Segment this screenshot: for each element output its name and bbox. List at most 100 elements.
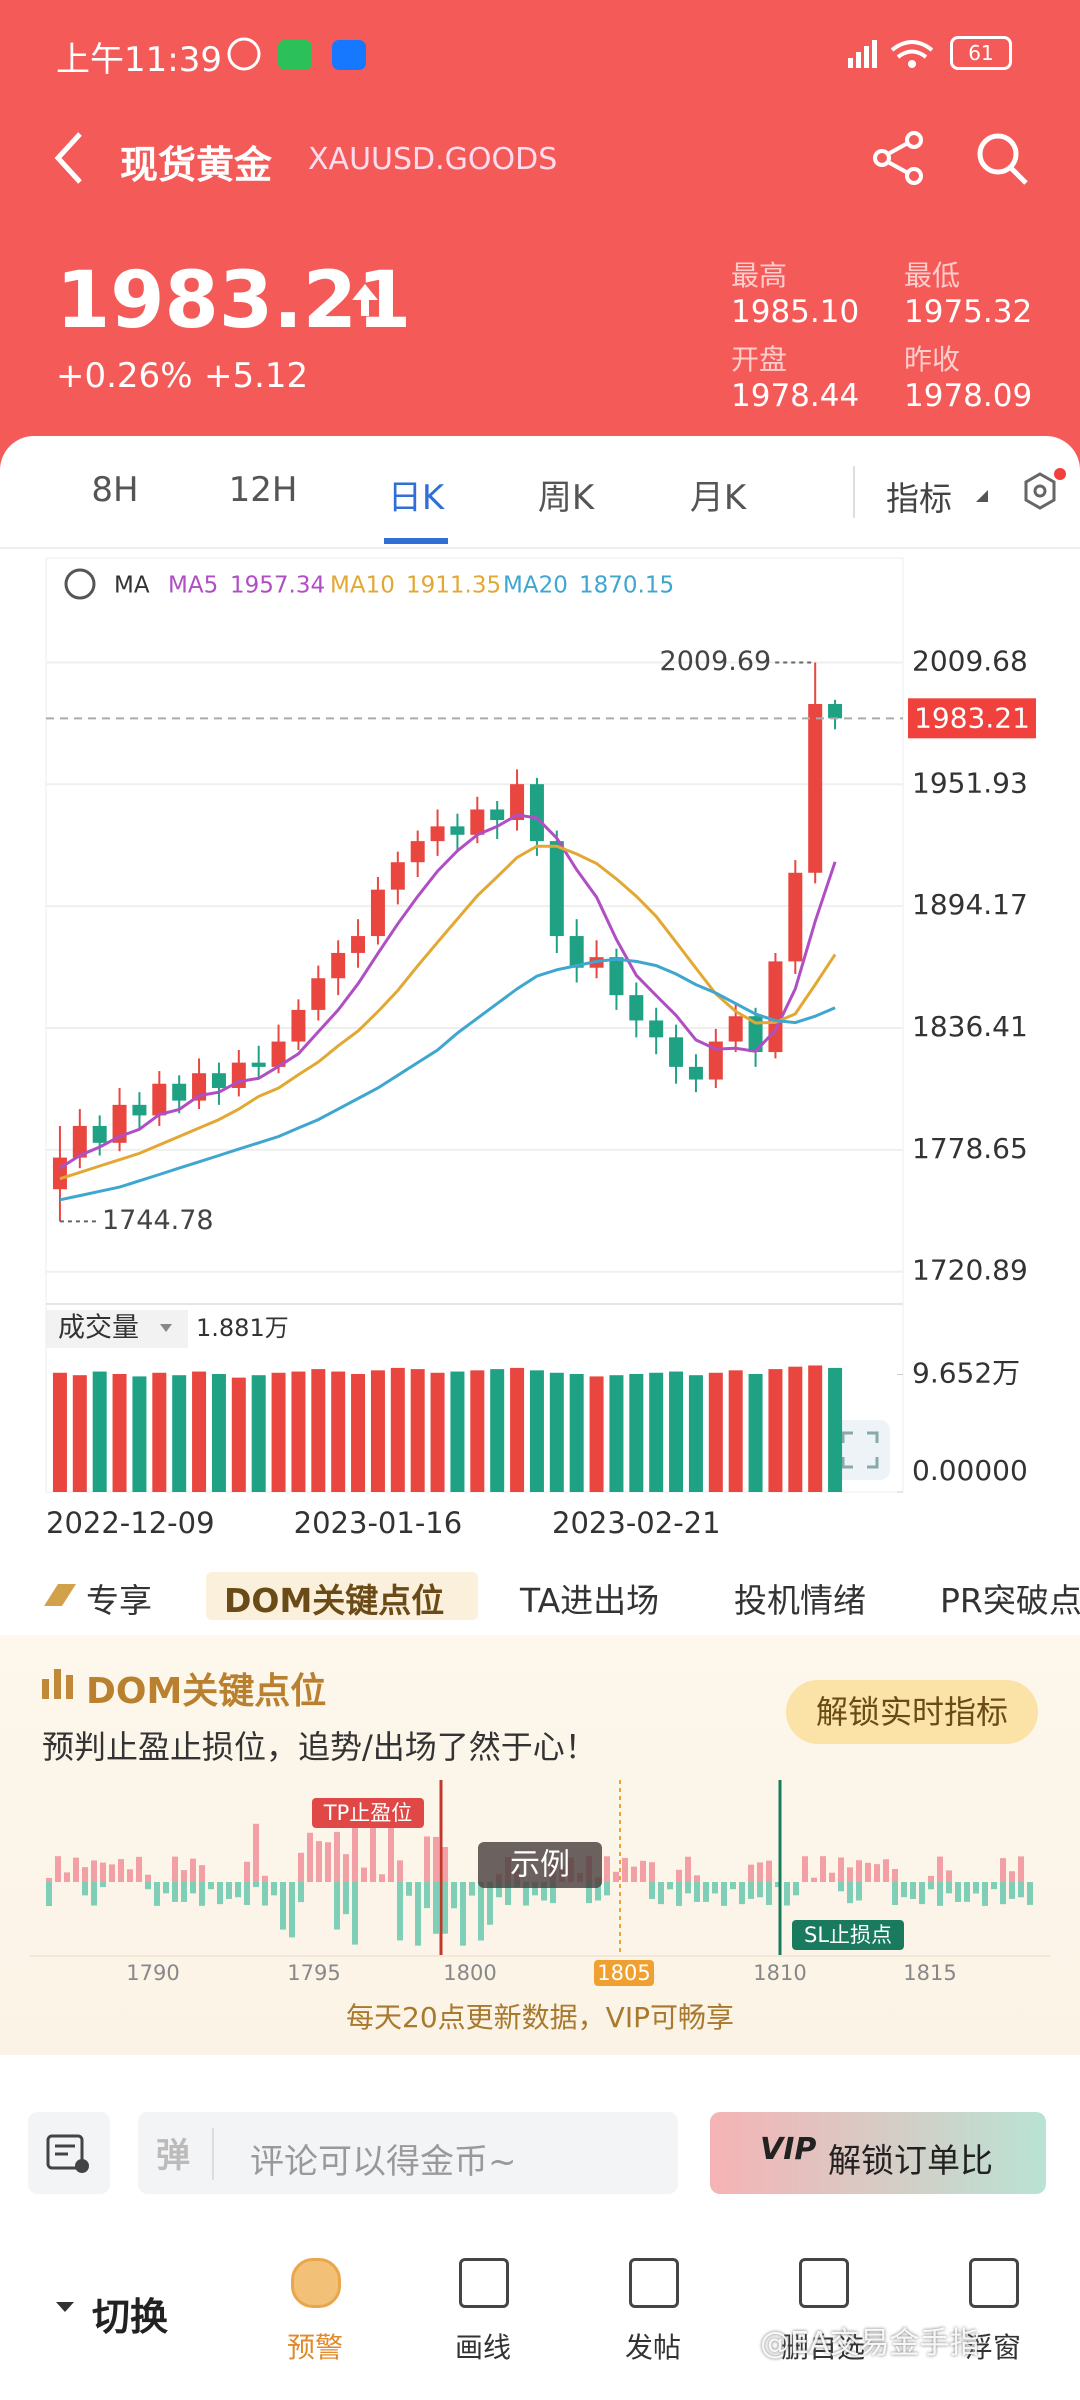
candle-body — [490, 809, 505, 821]
sample-bar-up — [55, 1856, 61, 1882]
sample-bar-up — [307, 1832, 313, 1882]
volume-tick-label: 0.00000 — [912, 1454, 1028, 1487]
volume-bar — [788, 1366, 803, 1492]
dom-axis-label: 1790 — [126, 1961, 179, 1985]
sample-bar-down — [91, 1882, 97, 1906]
switch-button[interactable]: 切换 — [92, 2295, 169, 2339]
sample-bar-up — [640, 1860, 646, 1882]
candle-body — [629, 995, 644, 1021]
candle-body — [132, 1104, 147, 1116]
feature-tab[interactable]: PR突破点 — [940, 1581, 1080, 1620]
volume-current: 1.881万 — [196, 1314, 289, 1342]
candle-body — [788, 872, 803, 962]
volume-bar — [370, 1370, 385, 1492]
vip-button[interactable] — [710, 2112, 1046, 2194]
sample-bar-down — [703, 1882, 709, 1902]
fullscreen-button[interactable] — [830, 1420, 890, 1480]
volume-bar — [92, 1371, 107, 1492]
sample-bar-down — [397, 1882, 403, 1941]
legend-name: MA5 — [168, 573, 218, 599]
sample-bar-up — [190, 1858, 196, 1882]
sample-bar-up — [127, 1869, 133, 1882]
candle-body — [112, 1104, 127, 1143]
dom-axis-label: 1805 — [597, 1961, 650, 1985]
volume-bar — [768, 1369, 783, 1492]
order-icon[interactable] — [28, 2112, 110, 2194]
candle-body — [331, 952, 346, 979]
high-annotation: 2009.69 — [660, 646, 772, 677]
period-tab[interactable]: 12H — [228, 470, 298, 510]
sample-bar-up — [838, 1857, 844, 1882]
nav-label[interactable]: 浮窗 — [964, 2331, 1021, 2364]
candle-body — [311, 978, 326, 1010]
candle-body — [768, 961, 783, 1053]
unlock-indicator-button[interactable]: 解锁实时指标 — [786, 1680, 1038, 1744]
switch-caret — [56, 2302, 74, 2312]
period-tab[interactable]: 月K — [689, 478, 747, 518]
feature-tabs-bg — [0, 1555, 1080, 1633]
nav-label[interactable]: 预警 — [286, 2331, 343, 2364]
sample-bar-down — [505, 1882, 511, 1905]
nav-icon[interactable] — [459, 2258, 509, 2308]
sample-bar-up — [937, 1856, 943, 1882]
feature-tab[interactable]: 投机情绪 — [734, 1581, 866, 1620]
sample-bar-down — [964, 1882, 970, 1902]
sample-bar-down — [280, 1882, 286, 1930]
sample-bar-down — [586, 1882, 592, 1904]
candle-body — [430, 826, 445, 842]
dom-icon — [42, 1669, 73, 1699]
nav-icon[interactable] — [799, 2258, 849, 2308]
nav-label[interactable]: 删自选 — [780, 2331, 865, 2364]
sample-bar-down — [649, 1882, 655, 1899]
order-icon-glyph — [46, 2134, 89, 2173]
header-actions[interactable] — [870, 128, 1040, 188]
volume-dropdown[interactable] — [160, 1324, 172, 1332]
comment-input[interactable] — [138, 2112, 678, 2194]
sample-bar-up — [199, 1865, 205, 1882]
period-tab[interactable]: 8H — [91, 470, 139, 510]
dom-title: DOM关键点位 — [86, 1671, 327, 1712]
tab-underline — [384, 538, 448, 544]
feature-tab[interactable]: 专享 — [86, 1581, 152, 1620]
nav-label[interactable]: 发帖 — [624, 2331, 681, 2364]
sample-bar-down — [532, 1882, 538, 1896]
axis-highlight — [594, 1960, 654, 1986]
sample-bar-down — [1027, 1882, 1033, 1905]
feature-tab[interactable]: DOM关键点位 — [224, 1581, 445, 1620]
sample-bar-up — [685, 1856, 691, 1882]
candle-body — [669, 1037, 684, 1067]
volume-bar — [470, 1370, 485, 1492]
indicator-tab[interactable]: 指标 — [886, 479, 952, 518]
period-tab[interactable]: 日K — [387, 478, 445, 518]
sample-bar-up — [46, 1878, 52, 1882]
volume-bar — [609, 1375, 624, 1492]
sample-bar-down — [757, 1882, 763, 1898]
period-tab[interactable]: 周K — [537, 478, 595, 518]
sample-bar-down — [550, 1882, 556, 1904]
candle-body — [92, 1125, 107, 1143]
nav-icon[interactable] — [291, 2258, 341, 2308]
back-button[interactable] — [50, 130, 90, 186]
sample-bar-up — [172, 1856, 178, 1882]
sample-bar-up — [343, 1854, 349, 1882]
sample-bar-down — [199, 1882, 205, 1906]
sample-bar-down — [1000, 1882, 1006, 1905]
sample-bar-down — [478, 1882, 484, 1941]
sample-bar-down — [82, 1882, 88, 1896]
volume-bar — [331, 1371, 346, 1492]
sample-bar-down — [289, 1882, 295, 1938]
nav-label[interactable]: 画线 — [454, 2331, 511, 2364]
nav-icon[interactable] — [629, 2258, 679, 2308]
volume-bar — [112, 1373, 127, 1492]
volume-bar — [192, 1371, 207, 1492]
signal-icons — [848, 40, 934, 68]
current-price-tag-bg — [908, 698, 1036, 739]
tab-icons — [853, 466, 1066, 518]
sample-bar-up — [1000, 1858, 1006, 1882]
feature-tab[interactable]: TA进出场 — [520, 1581, 660, 1620]
sample-bar-up — [613, 1871, 619, 1882]
candle-body — [211, 1073, 226, 1088]
nav-icon[interactable] — [969, 2258, 1019, 2308]
chart-settings[interactable] — [64, 568, 96, 600]
title: 现货黄金 — [120, 143, 273, 187]
